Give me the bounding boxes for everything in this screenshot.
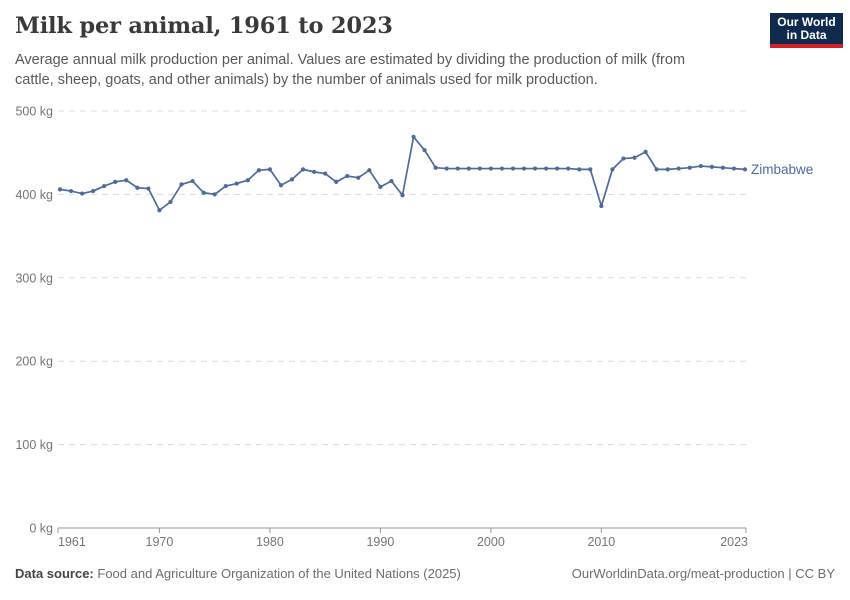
data-point-1964[interactable] [91, 188, 96, 194]
data-point-1983[interactable] [300, 167, 306, 172]
data-point-1974[interactable] [201, 190, 206, 195]
data-point-1998[interactable] [466, 166, 471, 171]
data-source: Data source: Food and Agriculture Organi… [15, 566, 461, 581]
x-tick-label-2010: 2010 [587, 535, 615, 549]
y-tick-label-100: 100 kg [15, 438, 53, 452]
data-point-2002[interactable] [510, 166, 516, 171]
x-tick-label-1970: 1970 [146, 535, 174, 549]
data-point-2001[interactable] [499, 166, 505, 171]
data-point-2017[interactable] [676, 166, 681, 171]
data-point-1985[interactable] [323, 171, 328, 176]
data-point-1997[interactable] [455, 166, 460, 171]
series-line-zimbabwe[interactable] [59, 136, 746, 212]
data-point-2015[interactable] [654, 167, 659, 172]
owid-logo-line2: in Data [786, 27, 827, 42]
data-point-1986[interactable] [334, 179, 339, 184]
data-point-1972[interactable] [179, 182, 184, 187]
data-point-2000[interactable] [488, 166, 493, 171]
data-point-2021[interactable] [720, 165, 726, 170]
data-point-2005[interactable] [544, 166, 549, 171]
y-tick-label-400: 400 kg [15, 188, 53, 202]
data-point-2011[interactable] [610, 167, 615, 172]
data-point-1977[interactable] [234, 181, 239, 186]
data-point-2018[interactable] [687, 165, 692, 170]
data-point-1975[interactable] [212, 192, 217, 197]
credit-link[interactable]: OurWorldinData.org/meat-production | CC … [571, 566, 835, 581]
data-point-1990[interactable] [378, 184, 383, 189]
data-source-text: Food and Agriculture Organization of the… [97, 566, 461, 581]
data-point-1962[interactable] [68, 188, 74, 194]
x-tick-label-1980: 1980 [256, 535, 284, 549]
data-point-1989[interactable] [367, 168, 372, 173]
data-point-2022[interactable] [731, 166, 737, 171]
data-point-2003[interactable] [521, 166, 527, 171]
data-point-1963[interactable] [79, 191, 85, 196]
data-point-2023[interactable] [742, 167, 748, 172]
data-point-1973[interactable] [190, 178, 195, 184]
chart-subtitle: Average annual milk production per anima… [15, 50, 745, 90]
series-label-zimbabwe[interactable]: Zimbabwe [751, 162, 813, 177]
data-point-1970[interactable] [157, 208, 162, 213]
data-point-1984[interactable] [312, 169, 317, 174]
data-point-1982[interactable] [289, 177, 295, 182]
page-title: Milk per animal, 1961 to 2023 [15, 13, 393, 39]
data-point-2019[interactable] [698, 163, 703, 169]
y-tick-label-500: 500 kg [15, 105, 53, 119]
y-tick-label-300: 300 kg [15, 271, 53, 285]
data-point-1981[interactable] [278, 183, 284, 188]
data-point-1969[interactable] [146, 186, 151, 191]
data-point-1999[interactable] [477, 166, 482, 171]
data-point-1995[interactable] [433, 165, 438, 170]
data-point-2016[interactable] [665, 167, 670, 172]
data-point-1979[interactable] [256, 168, 261, 173]
line-chart[interactable]: 0 kg 100 kg 200 kg 300 kg 400 kg 500 kg 1961 19… [0, 0, 850, 560]
data-point-1994[interactable] [422, 148, 427, 153]
x-tick-label-2023: 2023 [720, 535, 748, 549]
y-tick-label-200: 200 kg [15, 355, 53, 369]
x-tick-label-1990: 1990 [366, 535, 394, 549]
data-point-1987[interactable] [345, 173, 350, 179]
data-point-2008[interactable] [577, 167, 582, 172]
x-tick-label-2000: 2000 [477, 535, 505, 549]
x-tick-label-1961: 1961 [58, 535, 86, 549]
data-point-2010[interactable] [599, 203, 604, 209]
data-point-1961[interactable] [57, 187, 63, 192]
owid-logo[interactable]: Our World in Data [770, 13, 843, 48]
data-point-2007[interactable] [566, 166, 571, 171]
data-point-2013[interactable] [632, 155, 637, 160]
data-point-1988[interactable] [356, 175, 361, 180]
data-point-2006[interactable] [555, 166, 560, 171]
data-point-1980[interactable] [267, 167, 273, 172]
data-point-1993[interactable] [411, 134, 416, 139]
owid-logo-line1: Our World [777, 14, 836, 29]
data-point-1971[interactable] [168, 199, 173, 205]
data-point-1978[interactable] [245, 178, 250, 183]
data-point-1996[interactable] [444, 166, 449, 171]
data-point-1968[interactable] [135, 185, 140, 190]
data-point-2020[interactable] [709, 164, 714, 169]
data-point-2009[interactable] [588, 167, 593, 172]
data-point-2012[interactable] [621, 156, 626, 161]
data-point-1966[interactable] [113, 179, 118, 184]
data-point-1967[interactable] [124, 178, 129, 183]
data-point-2014[interactable] [643, 149, 648, 154]
y-tick-label-0: 0 kg [29, 522, 53, 536]
data-point-1965[interactable] [102, 183, 107, 189]
data-point-1991[interactable] [389, 178, 394, 184]
subtitle-line-2: cattle, sheep, goats, and other animals)… [15, 72, 598, 88]
subtitle-line-1: Average annual milk production per anima… [15, 52, 686, 68]
data-source-label: Data source: [15, 566, 94, 581]
data-point-2004[interactable] [532, 166, 538, 171]
data-point-1992[interactable] [400, 193, 405, 198]
data-point-1976[interactable] [223, 183, 228, 189]
